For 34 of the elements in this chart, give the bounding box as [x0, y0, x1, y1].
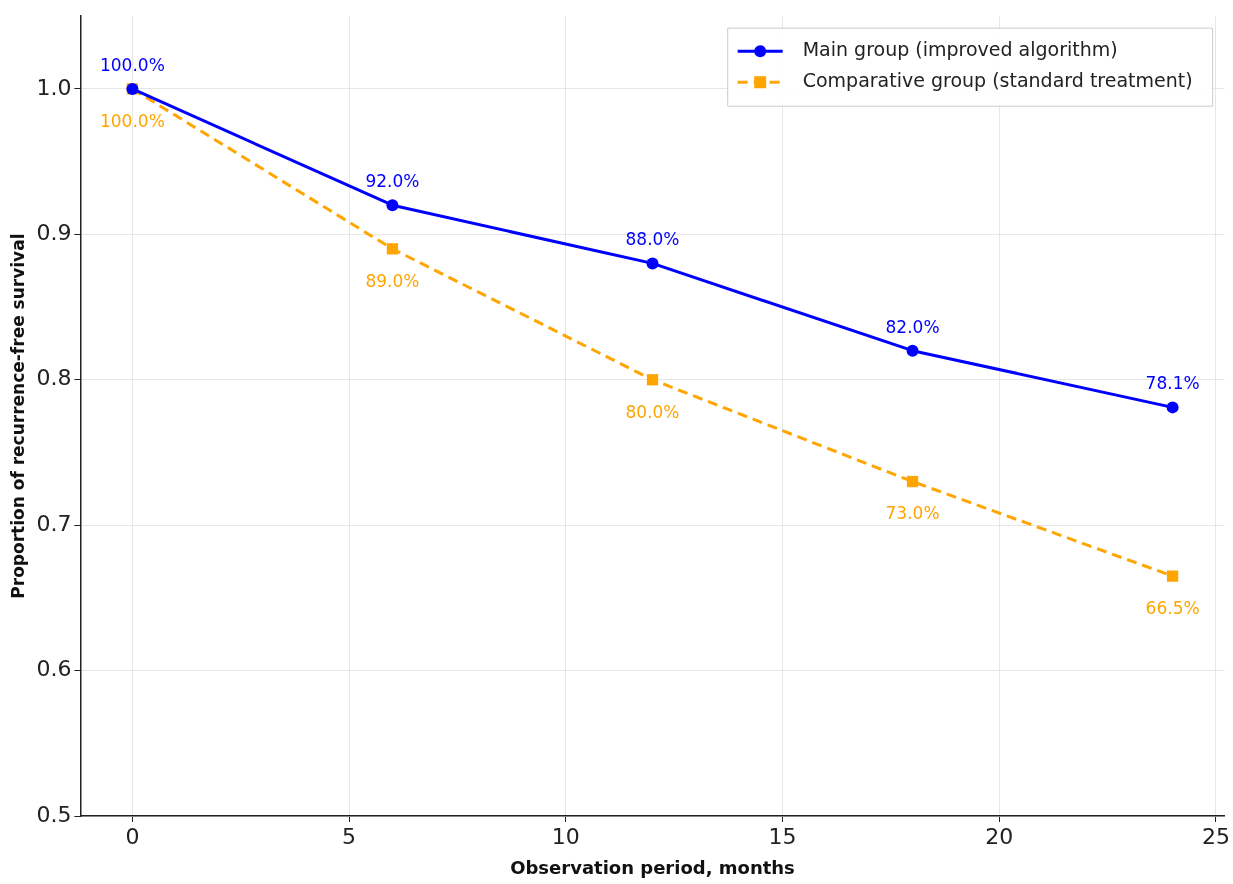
y-tick-label: 0.9 — [36, 220, 72, 246]
point — [386, 199, 399, 212]
data-label: 82.0% — [885, 316, 940, 337]
data-label: 78.1% — [1145, 373, 1200, 394]
x-axis-title: Observation period, months — [510, 856, 795, 878]
x-tick-label: 10 — [551, 823, 580, 849]
data-label: 80.0% — [625, 401, 680, 422]
data-label: 89.0% — [365, 270, 420, 291]
x-tick-label: 25 — [1201, 823, 1230, 849]
point — [906, 475, 919, 488]
point — [646, 257, 659, 270]
data-label: 66.5% — [1145, 597, 1200, 618]
data-label: 73.0% — [885, 503, 940, 524]
x-tick-label: 20 — [985, 823, 1014, 849]
point — [1166, 401, 1179, 414]
y-tick-label: 1.0 — [36, 74, 72, 100]
x-tick-label: 0 — [125, 823, 140, 849]
y-tick-label: 0.5 — [36, 801, 72, 827]
x-tick-label: 5 — [342, 823, 357, 849]
point — [1166, 570, 1179, 582]
data-label: 100.0% — [99, 110, 165, 131]
y-tick-label: 0.8 — [36, 365, 72, 391]
data-label: 100.0% — [99, 54, 165, 75]
point — [906, 344, 919, 357]
y-tick-label: 0.7 — [36, 510, 72, 536]
legend-label: Comparative group (standard treatment) — [802, 69, 1193, 92]
legend-label: Main group (improved algorithm) — [802, 38, 1118, 61]
point — [646, 374, 659, 386]
data-label: 92.0% — [365, 171, 420, 192]
data-label: 88.0% — [625, 229, 680, 250]
y-tick-label: 0.6 — [36, 656, 72, 682]
y-axis-title: Proportion of recurrence-free survival — [7, 233, 28, 599]
x-tick-label: 15 — [768, 823, 797, 849]
point — [386, 243, 399, 255]
